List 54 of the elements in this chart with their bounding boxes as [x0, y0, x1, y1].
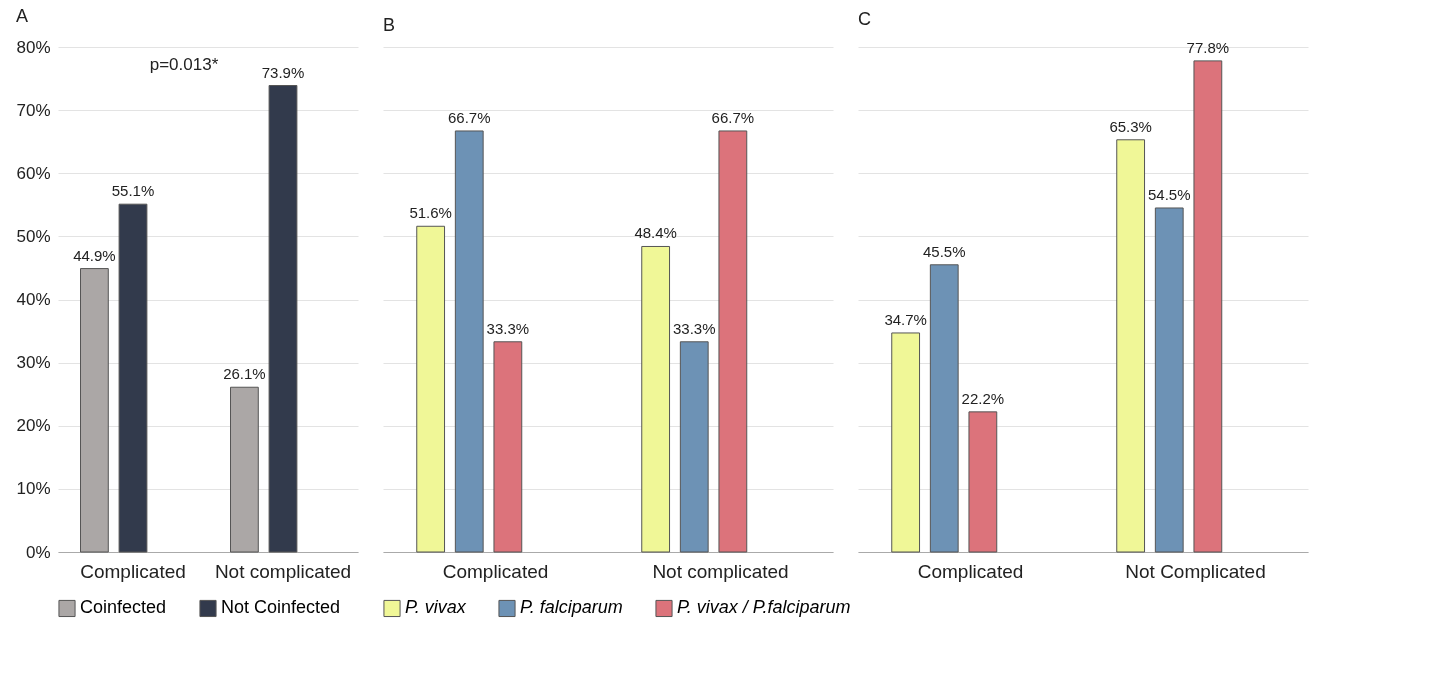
- legend-label: P. falciparum: [520, 597, 623, 618]
- bar: [454, 130, 484, 553]
- data-label: 33.3%: [486, 319, 530, 337]
- data-label: 65.3%: [1109, 117, 1152, 135]
- bar: [679, 341, 709, 553]
- bar: [268, 85, 298, 553]
- data-label: 34.7%: [884, 310, 927, 328]
- x-tick-label: Complicated: [80, 560, 186, 582]
- bar: [1154, 207, 1184, 553]
- data-label: 66.7%: [447, 108, 491, 126]
- x-tick-label: Not complicated: [652, 560, 789, 582]
- y-tick-label: 20%: [16, 416, 51, 436]
- x-tick-label: Complicated: [917, 560, 1024, 582]
- data-label: 54.5%: [1147, 185, 1191, 203]
- bar: [1193, 60, 1223, 553]
- y-tick-label: 50%: [16, 226, 51, 246]
- data-label: 73.9%: [261, 63, 305, 81]
- bar: [1116, 139, 1146, 553]
- legend-label: Coinfected: [80, 597, 167, 618]
- bar: [416, 225, 446, 553]
- bar: [118, 203, 148, 553]
- y-tick-label: 30%: [16, 353, 51, 373]
- x-tick-label: Not complicated: [214, 560, 352, 582]
- chart-title: B: [383, 15, 396, 35]
- y-tick-label: 70%: [16, 100, 51, 120]
- data-label: 44.9%: [73, 246, 116, 264]
- annotation: p=0.013*: [149, 55, 219, 74]
- data-label: 51.6%: [409, 204, 452, 222]
- bar: [968, 411, 998, 553]
- x-tick-label: Complicated: [442, 560, 549, 582]
- y-tick-label: 80%: [16, 37, 51, 57]
- bar: [929, 264, 959, 553]
- bar: [641, 245, 671, 553]
- bar: [718, 130, 748, 553]
- x-tick-label: Not Complicated: [1125, 560, 1266, 582]
- chart-title: A: [15, 6, 28, 26]
- legend-label: P. vivax / P.falciparum: [677, 597, 851, 618]
- y-tick-label: 60%: [16, 163, 51, 183]
- data-label: 66.7%: [711, 108, 755, 126]
- data-label: 77.8%: [1186, 38, 1230, 56]
- bar: [891, 332, 921, 553]
- data-label: 22.2%: [961, 389, 1005, 407]
- data-label: 33.3%: [672, 319, 716, 337]
- y-tick-label: 40%: [16, 290, 51, 309]
- data-label: 45.5%: [922, 242, 966, 260]
- y-tick-label: 0%: [25, 542, 51, 562]
- legend-label: Not Coinfected: [221, 597, 341, 618]
- y-tick-label: 10%: [16, 479, 51, 499]
- chart-title: C: [858, 8, 871, 29]
- legend-label: P. vivax: [405, 597, 467, 618]
- bar: [493, 341, 523, 553]
- data-label: 26.1%: [223, 365, 266, 383]
- data-label: 48.4%: [634, 224, 677, 242]
- data-label: 55.1%: [111, 182, 155, 200]
